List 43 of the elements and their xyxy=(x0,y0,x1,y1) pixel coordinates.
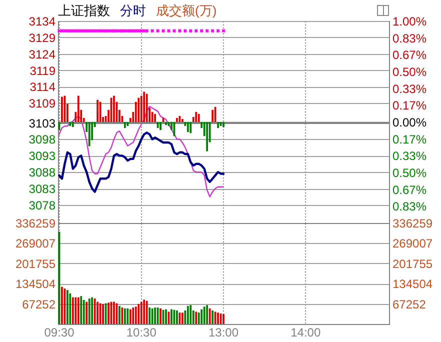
y-tick-label: 3078 xyxy=(28,198,56,212)
y2-tick-label: 336259 xyxy=(392,216,433,230)
y2-tick-label: 0.33% xyxy=(392,82,427,96)
y-tick-label: 3088 xyxy=(28,166,56,180)
y-tick-label: 3134 xyxy=(28,14,56,28)
x-tick-label: 13:00 xyxy=(208,326,239,340)
y2-tick-label: 0.83% xyxy=(392,32,427,46)
y-tick-label: 3093 xyxy=(28,149,56,164)
y2-tick-label: 201755 xyxy=(392,256,433,271)
y2-tick-label: 0.67% xyxy=(392,183,427,198)
y2-tick-label: 0.50% xyxy=(392,65,427,79)
y2-tick-label: 0.67% xyxy=(392,48,427,62)
y2-tick-label: 0.17% xyxy=(392,132,427,147)
y-tick-label: 3098 xyxy=(28,132,56,147)
y-tick-label: 3114 xyxy=(30,80,56,94)
line-series xyxy=(58,106,224,198)
line-series xyxy=(58,132,225,193)
y-tick-label: 201755 xyxy=(15,256,56,271)
y2-tick-label: 67252 xyxy=(392,297,426,312)
y-tick-label: 3124 xyxy=(28,47,56,62)
y2-tick-label: 0.33% xyxy=(392,148,427,163)
x-tick-label: 10:30 xyxy=(126,326,157,340)
chart-subtitle: 分时 xyxy=(120,3,146,18)
y2-tick-label: 1.00% xyxy=(392,14,427,28)
chart-title: 上证指数 xyxy=(58,3,110,18)
x-tick-label: 14:00 xyxy=(290,326,321,340)
text: 成交额(万) xyxy=(156,3,217,18)
y2-tick-label: 134504 xyxy=(392,277,433,292)
y-tick-label: 336259 xyxy=(15,216,56,230)
y2-tick-label: 0.17% xyxy=(392,98,427,112)
y-tick-label: 3083 xyxy=(28,182,56,196)
y2-tick-label: 0.50% xyxy=(392,166,427,180)
y-tick-label: 3119 xyxy=(30,64,56,78)
y-tick-label: 3103 xyxy=(28,116,56,130)
y-tick-label: 134504 xyxy=(15,277,56,292)
y-tick-label: 3129 xyxy=(28,30,56,45)
y2-tick-label: 269007 xyxy=(392,236,433,251)
x-tick-label: 09:30 xyxy=(44,326,75,340)
y2-tick-label: 0.83% xyxy=(392,199,427,214)
y-tick-label: 67252 xyxy=(22,297,56,312)
y-tick-label: 3109 xyxy=(28,96,56,111)
y-tick-label: 269007 xyxy=(15,236,56,251)
y2-tick-label: 0.00% xyxy=(392,116,427,130)
